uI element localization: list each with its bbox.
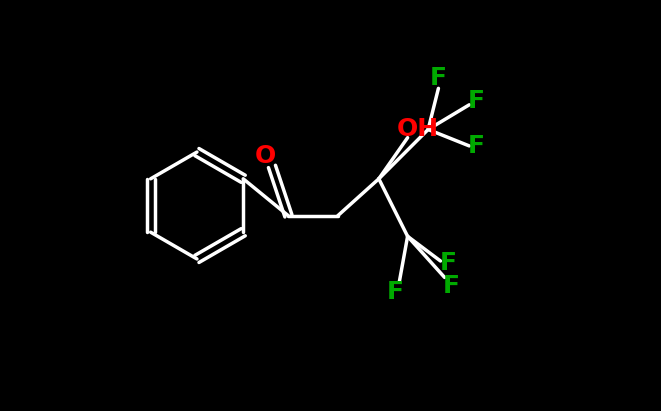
Text: F: F xyxy=(468,134,485,158)
Text: O: O xyxy=(255,144,276,168)
Text: F: F xyxy=(442,274,459,298)
Text: F: F xyxy=(468,89,485,113)
Text: F: F xyxy=(387,280,404,304)
Text: F: F xyxy=(440,251,456,275)
Text: OH: OH xyxy=(397,118,439,141)
Text: F: F xyxy=(430,66,447,90)
